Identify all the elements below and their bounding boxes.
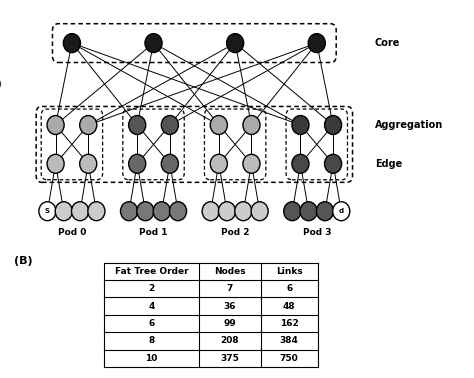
Circle shape [80,154,97,173]
Circle shape [137,202,154,221]
Circle shape [235,202,252,221]
Circle shape [128,154,146,173]
Circle shape [39,202,56,221]
Circle shape [210,154,228,173]
Circle shape [243,154,260,173]
Circle shape [47,116,64,135]
Circle shape [161,154,178,173]
Text: Aggregation: Aggregation [375,120,443,130]
Text: 7: 7 [227,284,233,293]
Text: (A): (A) [0,79,2,89]
Text: 99: 99 [224,319,236,328]
Circle shape [251,202,268,221]
Text: Pod 2: Pod 2 [221,228,249,237]
Text: Pod 0: Pod 0 [58,228,86,237]
Circle shape [243,116,260,135]
Circle shape [292,154,309,173]
Circle shape [47,154,64,173]
Text: Core: Core [375,38,401,48]
Circle shape [161,116,178,135]
Circle shape [333,202,350,221]
Circle shape [80,116,97,135]
Text: 4: 4 [148,302,155,311]
Circle shape [128,116,146,135]
Circle shape [153,202,170,221]
Circle shape [55,202,73,221]
Circle shape [325,154,342,173]
Text: Pod 3: Pod 3 [302,228,331,237]
Text: 750: 750 [280,354,299,363]
Circle shape [210,116,228,135]
Text: 10: 10 [146,354,158,363]
Circle shape [316,202,334,221]
Text: 48: 48 [283,302,295,311]
Circle shape [325,116,342,135]
Text: 6: 6 [148,319,155,328]
Text: 162: 162 [280,319,299,328]
Text: 8: 8 [148,336,155,345]
Circle shape [72,202,89,221]
Circle shape [219,202,236,221]
Text: Edge: Edge [375,159,402,169]
Text: (B): (B) [14,256,33,266]
Text: Pod 1: Pod 1 [139,228,168,237]
Text: Links: Links [276,267,302,276]
Text: Fat Tree Order: Fat Tree Order [115,267,189,276]
Text: S: S [45,208,50,214]
Text: d: d [339,208,344,214]
Circle shape [145,34,162,53]
Text: 6: 6 [286,284,292,293]
Circle shape [64,34,81,53]
Text: Nodes: Nodes [214,267,246,276]
Circle shape [308,34,325,53]
Circle shape [202,202,219,221]
Circle shape [284,202,301,221]
Text: 375: 375 [220,354,239,363]
Text: 36: 36 [224,302,236,311]
Circle shape [300,202,317,221]
Circle shape [88,202,105,221]
Circle shape [227,34,244,53]
Text: 208: 208 [220,336,239,345]
Circle shape [120,202,137,221]
Text: 2: 2 [148,284,155,293]
Circle shape [292,116,309,135]
Text: 384: 384 [280,336,299,345]
Circle shape [170,202,187,221]
